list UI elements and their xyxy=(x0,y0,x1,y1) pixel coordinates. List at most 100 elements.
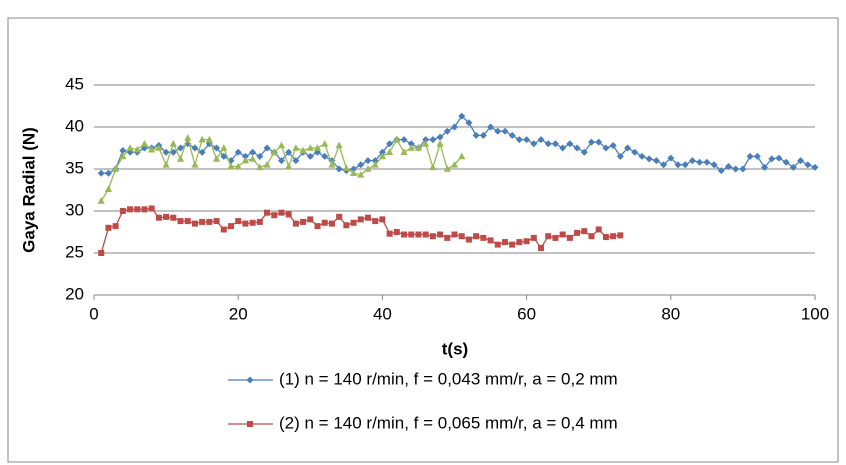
marker xyxy=(609,141,617,149)
marker xyxy=(372,218,379,225)
series-line xyxy=(101,115,816,174)
marker xyxy=(292,220,299,227)
marker xyxy=(443,165,451,172)
marker xyxy=(552,234,559,241)
marker xyxy=(523,136,531,144)
marker xyxy=(414,144,423,151)
marker xyxy=(386,230,393,237)
marker xyxy=(444,234,451,241)
marker xyxy=(753,152,761,160)
marker xyxy=(480,234,487,241)
marker xyxy=(263,161,271,168)
x-tick-label: 80 xyxy=(661,304,680,323)
marker xyxy=(134,206,141,213)
marker xyxy=(545,233,552,240)
chart-frame xyxy=(7,17,839,463)
marker xyxy=(487,123,495,131)
marker xyxy=(350,219,357,226)
marker xyxy=(306,152,314,160)
marker xyxy=(227,162,235,170)
marker xyxy=(343,222,350,229)
marker xyxy=(494,127,502,135)
marker xyxy=(307,216,314,223)
marker xyxy=(300,218,307,225)
marker xyxy=(602,234,609,241)
legend-label: (1) n = 140 r/min, f = 0,043 mm/r, a = 0… xyxy=(279,369,618,388)
marker xyxy=(393,229,400,235)
marker xyxy=(422,231,429,238)
marker xyxy=(732,165,740,173)
marker xyxy=(133,145,141,153)
marker xyxy=(436,133,444,141)
marker xyxy=(566,140,574,148)
marker xyxy=(242,220,249,227)
marker xyxy=(610,233,617,240)
marker xyxy=(336,213,343,220)
marker xyxy=(292,157,300,165)
marker xyxy=(335,165,343,173)
marker xyxy=(241,152,249,160)
marker xyxy=(97,197,105,204)
marker xyxy=(234,148,242,156)
marker xyxy=(364,165,372,172)
marker xyxy=(191,144,199,152)
marker xyxy=(98,250,105,256)
marker xyxy=(789,163,797,171)
marker xyxy=(256,152,264,160)
marker xyxy=(162,148,170,156)
marker xyxy=(415,231,422,238)
marker xyxy=(321,219,328,226)
marker xyxy=(235,218,242,225)
marker xyxy=(465,119,473,127)
marker xyxy=(674,161,682,169)
marker xyxy=(155,214,162,221)
marker xyxy=(170,214,177,221)
marker xyxy=(761,163,769,171)
marker xyxy=(386,148,394,155)
marker xyxy=(148,145,156,153)
marker xyxy=(703,158,711,166)
marker xyxy=(407,140,415,148)
marker xyxy=(205,135,213,143)
marker xyxy=(227,223,234,230)
marker xyxy=(256,163,264,171)
marker xyxy=(357,161,365,169)
marker xyxy=(199,218,206,225)
marker xyxy=(349,169,358,176)
marker xyxy=(804,161,812,169)
marker xyxy=(104,169,112,177)
marker xyxy=(350,165,358,173)
marker xyxy=(530,140,538,148)
marker xyxy=(285,162,293,170)
marker xyxy=(393,135,401,143)
marker xyxy=(551,140,559,148)
marker xyxy=(213,144,221,152)
marker xyxy=(566,234,573,241)
marker xyxy=(559,144,567,152)
marker xyxy=(501,239,508,246)
marker xyxy=(400,136,408,144)
marker xyxy=(782,158,790,166)
marker xyxy=(285,148,293,156)
marker xyxy=(595,226,602,233)
marker xyxy=(191,220,198,227)
marker xyxy=(559,231,566,238)
marker xyxy=(450,161,459,168)
marker xyxy=(112,165,120,172)
marker xyxy=(688,157,696,165)
marker xyxy=(717,167,725,175)
marker xyxy=(241,156,250,164)
marker xyxy=(401,231,408,238)
marker xyxy=(588,233,595,240)
marker xyxy=(768,155,776,163)
marker xyxy=(264,209,271,216)
marker xyxy=(357,171,365,178)
marker xyxy=(206,218,213,225)
marker xyxy=(544,140,552,148)
marker xyxy=(321,152,329,160)
marker xyxy=(97,169,105,177)
y-tick-label: 35 xyxy=(65,158,84,177)
marker xyxy=(451,231,458,238)
marker xyxy=(328,161,336,168)
marker xyxy=(516,239,523,246)
